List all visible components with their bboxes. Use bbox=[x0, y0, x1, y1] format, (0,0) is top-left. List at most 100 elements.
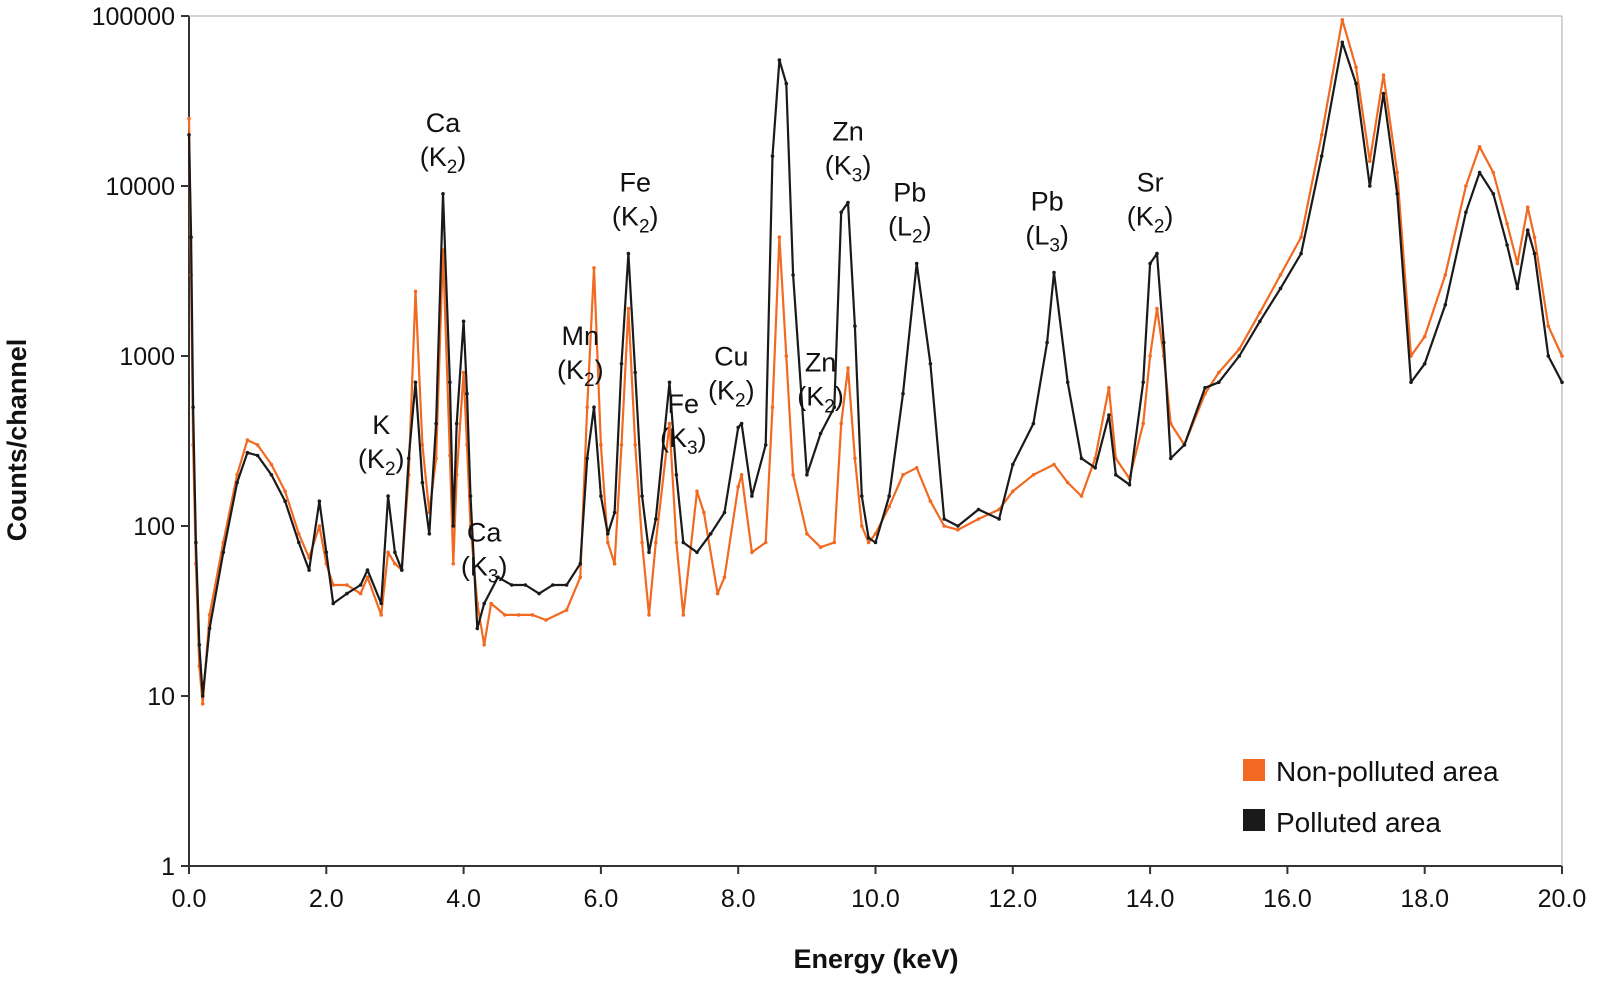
peak-label: Cu (K2) bbox=[708, 341, 755, 411]
data-point bbox=[1422, 362, 1427, 366]
data-point bbox=[839, 421, 843, 426]
data-point bbox=[317, 499, 322, 504]
data-point bbox=[739, 473, 744, 477]
data-point bbox=[818, 431, 823, 436]
data-point bbox=[406, 456, 411, 461]
data-point bbox=[365, 575, 370, 579]
data-point bbox=[297, 532, 301, 536]
data-point bbox=[496, 575, 500, 579]
data-point bbox=[420, 443, 425, 447]
legend-swatch-polluted bbox=[1243, 809, 1265, 831]
peak-line: (K2) bbox=[420, 142, 467, 178]
data-point bbox=[777, 235, 782, 239]
data-point bbox=[599, 443, 603, 447]
data-point bbox=[1409, 380, 1413, 385]
data-point bbox=[331, 583, 336, 587]
peak-element: Zn bbox=[832, 116, 864, 146]
line-subscript: 2 bbox=[1154, 217, 1165, 238]
paren-close: ) bbox=[595, 355, 604, 385]
line-subscript: 2 bbox=[735, 390, 746, 411]
data-point bbox=[1299, 235, 1303, 239]
peak-line: (L3) bbox=[1025, 220, 1069, 256]
data-point bbox=[1381, 73, 1386, 77]
paren-open: ( bbox=[557, 355, 566, 385]
data-point bbox=[245, 450, 250, 455]
data-point bbox=[523, 583, 528, 587]
paren-close: ) bbox=[835, 382, 844, 412]
data-point bbox=[901, 473, 905, 477]
y-tick-label: 1 bbox=[161, 853, 175, 881]
data-point bbox=[1237, 354, 1242, 358]
peak-line: (K2) bbox=[557, 355, 604, 391]
data-point bbox=[1148, 354, 1152, 358]
data-point bbox=[695, 489, 699, 494]
data-point bbox=[530, 613, 535, 617]
data-point bbox=[1011, 462, 1015, 467]
data-point bbox=[784, 354, 789, 358]
line-subscript: 2 bbox=[912, 227, 923, 248]
data-point bbox=[654, 517, 658, 521]
data-point bbox=[283, 499, 287, 504]
data-point bbox=[1107, 413, 1111, 417]
data-point bbox=[448, 380, 452, 385]
data-point bbox=[427, 532, 432, 536]
data-point bbox=[235, 480, 239, 485]
legend-item-non-polluted: Non-polluted area bbox=[1243, 756, 1499, 787]
data-point bbox=[1319, 154, 1324, 158]
peak-element: Fe bbox=[619, 168, 651, 198]
data-point bbox=[681, 613, 686, 617]
data-point bbox=[379, 613, 384, 617]
paren-close: ) bbox=[457, 142, 466, 172]
legend: Non-polluted area Polluted area bbox=[1243, 756, 1499, 838]
line-letter: K bbox=[806, 382, 824, 412]
data-point bbox=[860, 494, 864, 498]
data-point bbox=[942, 524, 946, 528]
data-point bbox=[358, 583, 363, 587]
peak-element: Cu bbox=[714, 341, 749, 371]
data-point bbox=[207, 613, 212, 617]
data-point bbox=[413, 289, 418, 294]
data-point bbox=[461, 319, 466, 324]
data-point bbox=[465, 391, 469, 396]
x-tick-label: 6.0 bbox=[584, 885, 619, 913]
data-point bbox=[1052, 270, 1056, 275]
data-point bbox=[901, 391, 905, 396]
data-point bbox=[887, 504, 891, 509]
data-point bbox=[1525, 205, 1530, 209]
peak-element: Zn bbox=[805, 348, 837, 378]
line-letter: K bbox=[470, 552, 488, 582]
data-point bbox=[928, 362, 933, 366]
line-letter: K bbox=[367, 444, 385, 474]
data-point bbox=[489, 601, 493, 606]
data-point bbox=[1107, 386, 1111, 390]
data-point bbox=[386, 494, 390, 498]
data-point bbox=[722, 510, 727, 515]
data-point bbox=[750, 494, 754, 498]
data-point bbox=[667, 421, 672, 426]
peak-line: (K2) bbox=[708, 375, 755, 411]
peak-line: (K2) bbox=[612, 202, 659, 238]
data-point bbox=[537, 591, 541, 596]
paren-close: ) bbox=[746, 375, 755, 405]
data-point bbox=[1079, 456, 1084, 461]
data-point bbox=[612, 510, 617, 515]
line-letter: K bbox=[834, 150, 852, 180]
data-point bbox=[1340, 40, 1345, 45]
data-point bbox=[619, 443, 624, 447]
data-point bbox=[1477, 170, 1482, 175]
peak-label: K(K2) bbox=[358, 410, 405, 480]
data-point bbox=[846, 366, 850, 370]
data-point bbox=[255, 453, 260, 458]
data-point bbox=[791, 473, 795, 477]
data-point bbox=[1065, 480, 1070, 485]
paren-open: ( bbox=[797, 382, 806, 412]
line-letter: K bbox=[621, 202, 639, 232]
data-point bbox=[400, 568, 404, 572]
data-point bbox=[317, 524, 322, 528]
line-letter: K bbox=[669, 423, 687, 453]
data-point bbox=[914, 466, 919, 470]
data-point bbox=[956, 528, 960, 532]
data-point bbox=[763, 540, 768, 545]
series-line-polluted-area bbox=[187, 41, 1563, 698]
data-point bbox=[647, 550, 651, 555]
